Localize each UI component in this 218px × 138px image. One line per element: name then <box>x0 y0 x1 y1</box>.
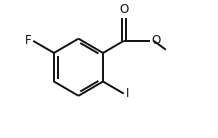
Text: I: I <box>126 87 129 100</box>
Text: O: O <box>119 3 128 16</box>
Text: F: F <box>25 34 31 47</box>
Text: O: O <box>151 34 160 47</box>
